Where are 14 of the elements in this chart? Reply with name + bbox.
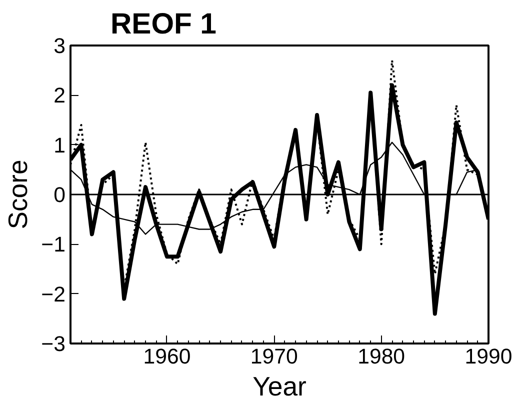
y-axis-title: Score (3, 160, 34, 230)
y-tick-label: 3 (54, 34, 66, 58)
x-axis-title: Year (252, 372, 307, 402)
x-tick-label: 1980 (358, 344, 406, 368)
x-tick-label: 1960 (143, 344, 191, 368)
y-tick-label: −2 (41, 282, 66, 306)
y-tick-label: −3 (41, 332, 66, 356)
chart-title: REOF 1 (110, 8, 216, 40)
y-tick-label: 2 (54, 84, 66, 108)
x-tick-label: 1990 (464, 344, 512, 368)
y-tick-label: 0 (54, 183, 66, 207)
y-tick-label: −1 (41, 232, 66, 257)
x-tick-label: 1970 (250, 344, 298, 368)
y-tick-label: 1 (54, 133, 66, 158)
